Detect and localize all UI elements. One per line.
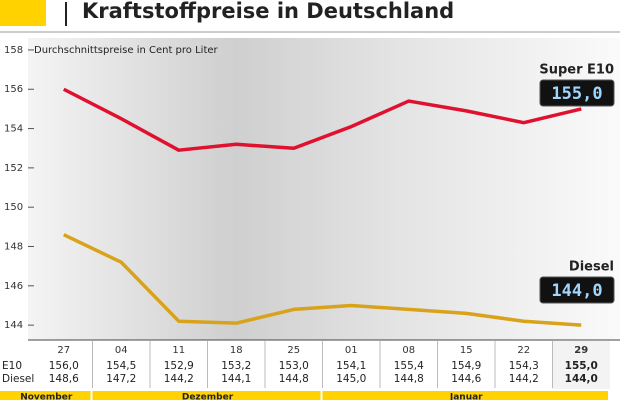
series-line <box>62 87 582 152</box>
table-value: 152,9 <box>164 360 194 372</box>
table-value: 145,0 <box>336 373 366 385</box>
price-display-value: 155,0 <box>551 84 602 104</box>
table-value: 147,2 <box>106 373 136 385</box>
y-tick-label: 158 <box>4 45 23 56</box>
table-value: 144,8 <box>279 373 309 385</box>
x-tick-label: 27 <box>57 345 70 356</box>
row-label: Diesel <box>2 373 34 385</box>
table-value: 144,0 <box>565 373 598 385</box>
month-label: Januar <box>449 393 483 400</box>
highlight-column <box>552 341 610 389</box>
x-tick-label: 18 <box>230 345 243 356</box>
x-tick-label: 15 <box>460 345 473 356</box>
month-label: Dezember <box>182 393 234 400</box>
chart-title: Kraftstoffpreise in Deutschland <box>82 0 454 23</box>
table-value: 148,6 <box>49 373 79 385</box>
month-band <box>322 391 608 400</box>
table-value: 154,3 <box>509 360 539 372</box>
x-tick-label: 22 <box>517 345 530 356</box>
y-tick-label: 146 <box>4 281 23 292</box>
y-tick-label: 150 <box>4 202 23 213</box>
price-display <box>539 79 615 107</box>
table-value: 144,6 <box>451 373 481 385</box>
table-value: 154,5 <box>106 360 136 372</box>
x-tick-label: 08 <box>402 345 415 356</box>
chart-subtitle: Durchschnittspreise in Cent pro Liter <box>34 45 219 56</box>
x-tick-label: 04 <box>115 345 128 356</box>
table-value: 144,8 <box>394 373 424 385</box>
x-tick-label: 11 <box>172 345 185 356</box>
series-line <box>62 233 582 327</box>
y-tick-label: 156 <box>4 84 23 95</box>
y-tick-label: 152 <box>4 163 23 174</box>
row-label: E10 <box>2 360 22 372</box>
x-tick-label: 01 <box>345 345 358 356</box>
table-value: 155,0 <box>565 360 598 372</box>
photo-background <box>28 38 620 340</box>
table-value: 144,1 <box>221 373 251 385</box>
y-tick-label: 148 <box>4 242 23 253</box>
month-band <box>0 391 91 400</box>
y-tick-label: 144 <box>4 320 23 331</box>
table-value: 153,0 <box>279 360 309 372</box>
x-tick-label: 29 <box>574 345 588 356</box>
legend-label: Super E10 <box>539 63 614 78</box>
price-display <box>539 276 615 304</box>
month-band <box>92 391 321 400</box>
legend-label: Diesel <box>569 260 614 275</box>
header-block <box>0 0 46 26</box>
x-tick-label: 25 <box>287 345 300 356</box>
table-value: 144,2 <box>509 373 539 385</box>
price-display-value: 144,0 <box>551 281 602 301</box>
table-value: 144,2 <box>164 373 194 385</box>
table-value: 154,9 <box>451 360 481 372</box>
table-value: 154,1 <box>336 360 366 372</box>
table-value: 153,2 <box>221 360 251 372</box>
table-value: 155,4 <box>394 360 424 372</box>
y-tick-label: 154 <box>4 124 23 135</box>
month-label: November <box>20 393 73 400</box>
table-value: 156,0 <box>49 360 79 372</box>
